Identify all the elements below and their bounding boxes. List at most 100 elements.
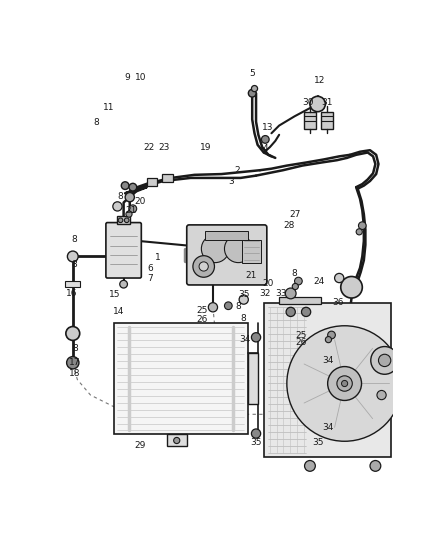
Text: 23: 23 [158, 143, 170, 151]
Circle shape [310, 96, 325, 112]
Text: 34: 34 [323, 423, 334, 432]
Circle shape [251, 85, 258, 92]
Text: 35: 35 [250, 438, 262, 447]
Circle shape [126, 211, 132, 217]
FancyArrowPatch shape [350, 349, 373, 376]
Circle shape [208, 303, 218, 312]
Circle shape [201, 235, 229, 263]
FancyBboxPatch shape [106, 223, 141, 278]
Circle shape [328, 331, 336, 339]
Text: 26: 26 [197, 315, 208, 324]
Text: 20: 20 [135, 197, 146, 206]
Circle shape [342, 381, 348, 386]
Text: 25: 25 [296, 330, 307, 340]
Text: 27: 27 [290, 209, 301, 219]
Text: 8: 8 [236, 302, 241, 311]
FancyArrowPatch shape [350, 391, 373, 418]
Text: 34: 34 [323, 356, 334, 365]
Circle shape [285, 288, 296, 299]
Text: 15: 15 [110, 290, 121, 300]
Text: 8: 8 [71, 235, 77, 244]
Text: 8: 8 [118, 192, 124, 201]
Circle shape [328, 367, 361, 400]
Circle shape [325, 336, 332, 343]
Circle shape [378, 354, 391, 367]
FancyArrowPatch shape [304, 387, 336, 403]
Bar [248, 353, 258, 403]
Text: 34: 34 [239, 335, 250, 344]
FancyArrowPatch shape [304, 364, 336, 379]
FancyArrowPatch shape [335, 340, 343, 375]
Text: 12: 12 [314, 76, 325, 85]
FancyBboxPatch shape [187, 225, 267, 285]
Bar [279, 296, 321, 304]
Circle shape [67, 357, 79, 369]
Bar [162, 174, 173, 182]
Circle shape [248, 90, 256, 97]
Circle shape [251, 333, 261, 342]
Text: 8: 8 [292, 269, 297, 278]
Circle shape [124, 218, 129, 223]
Bar [264, 303, 391, 457]
Circle shape [294, 277, 302, 285]
Bar [167, 434, 187, 446]
Circle shape [118, 218, 123, 223]
Text: 9: 9 [124, 74, 131, 82]
Text: 29: 29 [135, 441, 146, 450]
Bar [205, 231, 248, 240]
Circle shape [251, 429, 261, 438]
Text: 30: 30 [302, 98, 313, 107]
Circle shape [173, 438, 180, 443]
Text: 32: 32 [260, 289, 271, 298]
Circle shape [67, 251, 78, 262]
Circle shape [286, 308, 295, 317]
Text: 28: 28 [283, 221, 295, 230]
Circle shape [335, 273, 344, 282]
Text: 33: 33 [275, 289, 286, 298]
Text: 22: 22 [143, 143, 155, 151]
Circle shape [370, 461, 381, 471]
Text: 16: 16 [66, 289, 77, 298]
Circle shape [125, 192, 134, 202]
Circle shape [224, 302, 232, 310]
Text: 8: 8 [71, 260, 77, 269]
Circle shape [129, 183, 137, 191]
Text: 8: 8 [241, 313, 247, 322]
Text: 8: 8 [93, 118, 99, 127]
Text: 26: 26 [296, 338, 307, 347]
Text: 17: 17 [69, 358, 81, 367]
Circle shape [121, 182, 129, 189]
Text: 10: 10 [135, 74, 146, 82]
Bar [147, 178, 158, 185]
Circle shape [66, 327, 80, 341]
Bar [65, 281, 81, 287]
Bar [321, 112, 333, 128]
Circle shape [301, 308, 311, 317]
Bar [117, 216, 130, 224]
Bar [242, 239, 261, 263]
FancyArrowPatch shape [335, 392, 343, 427]
Circle shape [337, 376, 352, 391]
Bar [113, 322, 248, 434]
Text: 36: 36 [333, 298, 344, 307]
Text: 18: 18 [69, 369, 81, 378]
Circle shape [377, 391, 386, 400]
Circle shape [341, 277, 362, 298]
Text: 13: 13 [262, 123, 273, 132]
Circle shape [371, 346, 399, 374]
Circle shape [129, 205, 137, 213]
Text: 35: 35 [239, 290, 250, 300]
Text: 31: 31 [321, 98, 332, 107]
Circle shape [358, 222, 366, 230]
Text: 1: 1 [155, 254, 161, 262]
Circle shape [356, 229, 362, 235]
Text: 14: 14 [113, 308, 125, 317]
Text: 21: 21 [126, 206, 137, 215]
Text: 20: 20 [262, 279, 273, 288]
Text: 2: 2 [235, 166, 240, 175]
Text: 6: 6 [147, 263, 153, 272]
Circle shape [304, 461, 315, 471]
Circle shape [120, 280, 127, 288]
Text: 7: 7 [147, 273, 153, 282]
Circle shape [261, 135, 269, 143]
